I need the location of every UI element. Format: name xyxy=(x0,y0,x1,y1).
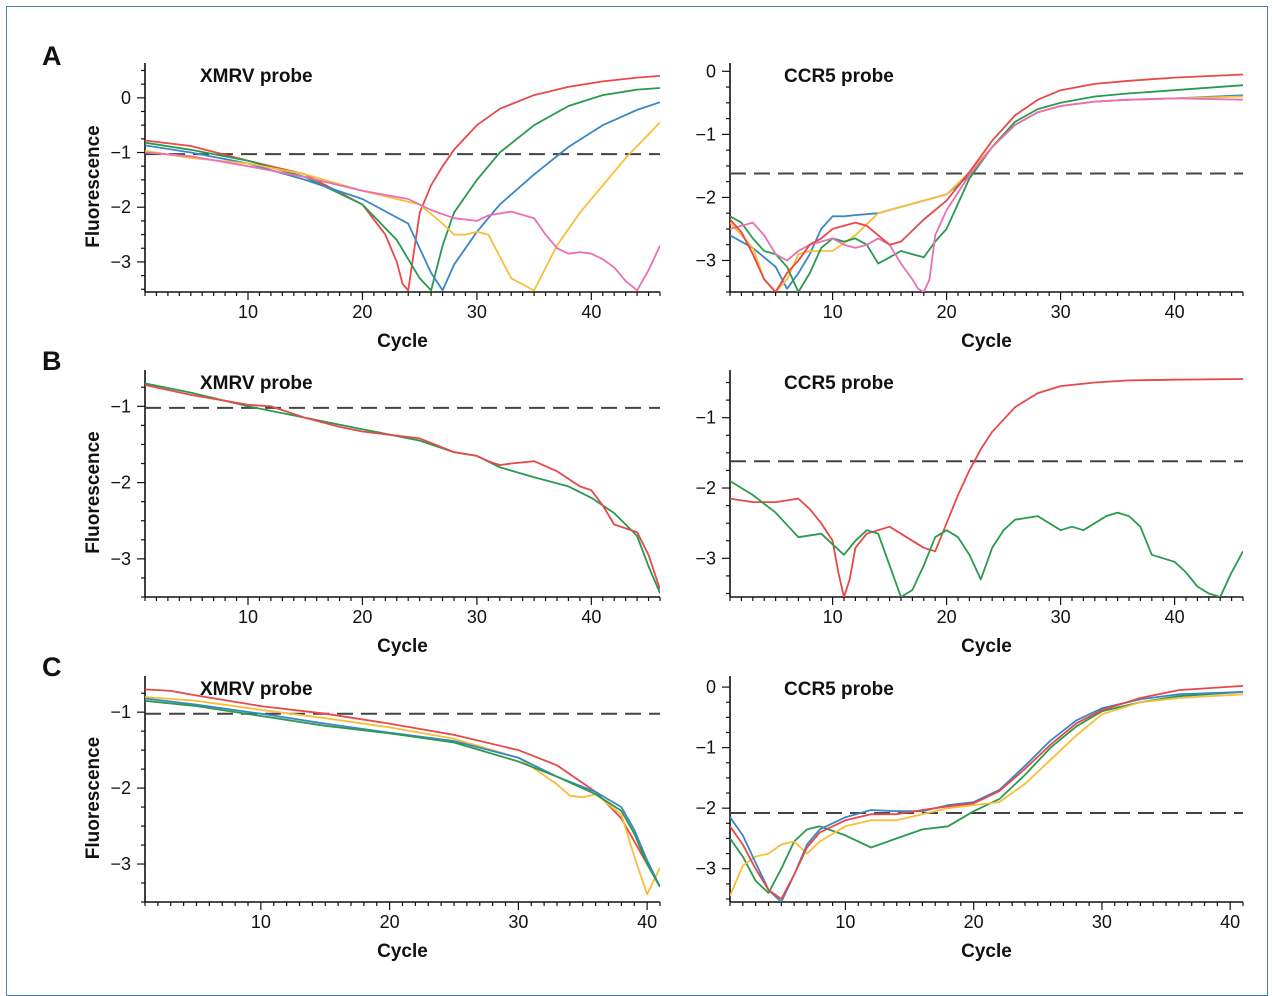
y-tick-label: −1 xyxy=(110,143,131,163)
x-tick-label: 30 xyxy=(1051,607,1071,627)
x-tick-label: 40 xyxy=(581,607,601,627)
y-tick-label: −3 xyxy=(110,549,131,569)
series-line-yellow xyxy=(730,95,1243,292)
x-tick-label: 30 xyxy=(467,302,487,322)
x-tick-label: 40 xyxy=(1165,607,1185,627)
x-tick-label: 10 xyxy=(251,912,271,932)
series-line-green xyxy=(730,480,1243,597)
series-line-blue xyxy=(730,94,1243,290)
y-tick-label: −1 xyxy=(695,124,716,144)
y-tick-label: −3 xyxy=(110,252,131,272)
y-tick-label: 0 xyxy=(706,61,716,81)
chart-panel-2: 10 20 30 40 −1 −2 −3 XMRV probe Cycle Fluorescenc… xyxy=(42,346,661,657)
y-tick-label: −1 xyxy=(695,408,716,428)
chart-panel-0: 10 20 30 40 0 −1 −2 −3 XMRV probe Cycle Fluorescen… xyxy=(42,41,661,352)
x-tick-label: 30 xyxy=(467,607,487,627)
series-line-red xyxy=(730,73,1243,292)
x-axis-label: Cycle xyxy=(377,331,428,352)
x-axis-label: Cycle xyxy=(961,331,1012,352)
chart-panel-3: 10 20 30 40 −1 −2 −3 CCR5 probe Cycle xyxy=(695,370,1244,657)
series-line-red xyxy=(145,688,660,888)
series-line-red xyxy=(730,685,1243,900)
chart-panel-5: 10 20 30 40 0 −1 −2 −3 CCR5 probe Cycle xyxy=(695,676,1244,962)
y-tick-label: −1 xyxy=(110,702,131,722)
panel-title: XMRV probe xyxy=(200,679,313,700)
x-tick-label: 20 xyxy=(380,912,400,932)
chart-panel-4: 10 20 30 40 −1 −2 −3 XMRV probe Cycle Fluorescenc… xyxy=(42,652,661,962)
y-tick-label: −2 xyxy=(695,187,716,207)
x-tick-label: 10 xyxy=(823,607,843,627)
y-tick-label: −2 xyxy=(110,197,131,217)
x-tick-label: 30 xyxy=(1092,912,1112,932)
series-line-green xyxy=(145,382,660,594)
x-tick-label: 10 xyxy=(823,302,843,322)
x-tick-label: 20 xyxy=(964,912,984,932)
series-line-yellow xyxy=(145,696,660,896)
row-label: A xyxy=(42,41,62,71)
series-line-blue xyxy=(145,101,660,292)
y-axis-label: Fluorescence xyxy=(83,431,104,554)
series-line-green xyxy=(145,87,660,292)
panel-title: CCR5 probe xyxy=(784,373,894,394)
y-axis-label: Fluorescence xyxy=(83,125,104,248)
series-line-green xyxy=(730,84,1243,292)
x-tick-label: 20 xyxy=(937,607,957,627)
panel-title: CCR5 probe xyxy=(784,66,894,87)
panel-title: CCR5 probe xyxy=(784,679,894,700)
series-line-red xyxy=(145,75,660,292)
row-label: B xyxy=(42,346,62,376)
x-tick-label: 10 xyxy=(238,302,258,322)
y-tick-label: −1 xyxy=(110,396,131,416)
x-axis-label: Cycle xyxy=(377,941,428,962)
series-line-pink xyxy=(145,151,660,292)
y-tick-label: −3 xyxy=(695,250,716,270)
x-axis-label: Cycle xyxy=(961,941,1012,962)
y-tick-label: −3 xyxy=(695,548,716,568)
y-tick-label: −2 xyxy=(695,798,716,818)
x-axis-label: Cycle xyxy=(961,636,1012,657)
series-line-green xyxy=(145,699,660,888)
panel-title: XMRV probe xyxy=(200,66,313,87)
x-axis-label: Cycle xyxy=(377,636,428,657)
row-label: C xyxy=(42,652,62,682)
y-axis-label: Fluorescence xyxy=(83,737,104,860)
y-tick-label: −2 xyxy=(695,478,716,498)
y-tick-label: −3 xyxy=(110,854,131,874)
y-tick-label: 0 xyxy=(706,677,716,697)
y-tick-label: −1 xyxy=(695,738,716,758)
x-tick-label: 40 xyxy=(1165,302,1185,322)
x-tick-label: 20 xyxy=(937,302,957,322)
x-tick-label: 20 xyxy=(352,607,372,627)
series-line-pink xyxy=(730,97,1243,292)
chart-panel-1: 10 20 30 40 0 −1 −2 −3 CCR5 probe Cycle xyxy=(695,61,1244,352)
x-tick-label: 40 xyxy=(1220,912,1240,932)
x-tick-label: 40 xyxy=(637,912,657,932)
x-tick-label: 30 xyxy=(1051,302,1071,322)
y-tick-label: −3 xyxy=(695,859,716,879)
x-tick-label: 10 xyxy=(835,912,855,932)
panel-title: XMRV probe xyxy=(200,373,313,394)
series-line-yellow xyxy=(730,693,1243,897)
series-line-green xyxy=(730,691,1243,894)
y-tick-label: −2 xyxy=(110,473,131,493)
x-tick-label: 30 xyxy=(508,912,528,932)
series-line-yellow xyxy=(145,121,660,292)
x-tick-label: 40 xyxy=(581,302,601,322)
series-line-red xyxy=(730,378,1243,597)
x-tick-label: 10 xyxy=(238,607,258,627)
y-tick-label: 0 xyxy=(121,88,131,108)
x-tick-label: 20 xyxy=(352,302,372,322)
y-tick-label: −2 xyxy=(110,778,131,798)
series-line-blue xyxy=(145,697,660,888)
figure-frame xyxy=(6,6,1268,996)
series-line-red xyxy=(145,384,660,590)
